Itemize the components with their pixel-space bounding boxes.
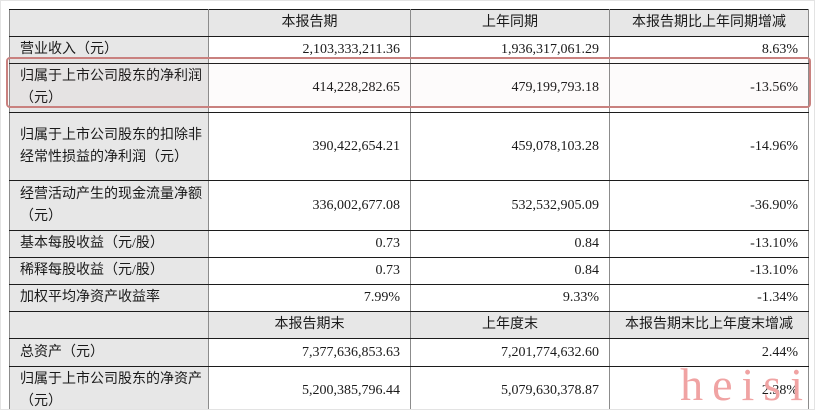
value-change: -13.10% — [609, 230, 809, 258]
value-current: 390,422,654.21 — [208, 112, 411, 181]
value-current: 2,103,333,211.36 — [208, 36, 411, 64]
table-row-net-profit: 归属于上市公司股东的净利润（元） 414,228,282.65 479,199,… — [9, 63, 809, 113]
row-label: 归属于上市公司股东的净资产（元） — [9, 366, 209, 409]
table-row-revenue: 营业收入（元） 2,103,333,211.36 1,936,317,061.2… — [9, 36, 809, 64]
value-prior: 0.84 — [410, 257, 610, 285]
row-label: 经营活动产生的现金流量净额（元） — [9, 180, 209, 231]
value-prior: 5,079,630,378.87 — [410, 366, 610, 409]
value-current: 7.99% — [208, 284, 411, 312]
value-change: -14.96% — [609, 112, 809, 181]
table-header-row-end-of-period: 本报告期末 上年度末 本报告期末比上年度末增减 — [9, 311, 809, 339]
value-prior: 7,201,774,632.60 — [410, 338, 610, 367]
financial-summary-table: 本报告期 上年同期 本报告期比上年同期增减 营业收入（元） 2,103,333,… — [9, 9, 809, 409]
column-header-period-change: 本报告期比上年同期增减 — [609, 9, 809, 37]
corner-cell — [9, 9, 209, 37]
table-row-net-profit-excl-nonrecurring: 归属于上市公司股东的扣除非经常性损益的净利润（元） 390,422,654.21… — [9, 112, 809, 181]
value-current: 414,228,282.65 — [208, 63, 411, 113]
corner-cell — [9, 311, 209, 339]
table-row-net-assets: 归属于上市公司股东的净资产（元） 5,200,385,796.44 5,079,… — [9, 366, 809, 409]
value-current: 336,002,677.08 — [208, 180, 411, 231]
value-prior: 0.84 — [410, 230, 610, 258]
value-prior: 1,936,317,061.29 — [410, 36, 610, 64]
value-change: 2.44% — [609, 338, 809, 367]
value-change: -1.34% — [609, 284, 809, 312]
row-label: 基本每股收益（元/股） — [9, 230, 209, 258]
column-header-prior-year-end: 上年度末 — [410, 311, 610, 339]
table-row-total-assets: 总资产（元） 7,377,636,853.63 7,201,774,632.60… — [9, 338, 809, 367]
value-current: 7,377,636,853.63 — [208, 338, 411, 367]
table-row-basic-eps: 基本每股收益（元/股） 0.73 0.84 -13.10% — [9, 230, 809, 258]
value-change: 2.38% — [609, 366, 809, 409]
row-label: 归属于上市公司股东的扣除非经常性损益的净利润（元） — [9, 112, 209, 181]
column-header-current-period: 本报告期 — [208, 9, 411, 37]
table-header-row-period: 本报告期 上年同期 本报告期比上年同期增减 — [9, 9, 809, 37]
value-change: -13.10% — [609, 257, 809, 285]
column-header-period-end-change: 本报告期末比上年度末增减 — [609, 311, 809, 339]
value-current: 0.73 — [208, 257, 411, 285]
row-label: 稀释每股收益（元/股） — [9, 257, 209, 285]
value-change: -36.90% — [609, 180, 809, 231]
value-prior: 9.33% — [410, 284, 610, 312]
row-label: 总资产（元） — [9, 338, 209, 367]
value-current: 0.73 — [208, 230, 411, 258]
value-prior: 459,078,103.28 — [410, 112, 610, 181]
row-label: 加权平均净资产收益率 — [9, 284, 209, 312]
column-header-prior-period: 上年同期 — [410, 9, 610, 37]
value-prior: 532,532,905.09 — [410, 180, 610, 231]
value-change: 8.63% — [609, 36, 809, 64]
row-label: 营业收入（元） — [9, 36, 209, 64]
value-current: 5,200,385,796.44 — [208, 366, 411, 409]
table-row-operating-cash-flow: 经营活动产生的现金流量净额（元） 336,002,677.08 532,532,… — [9, 180, 809, 231]
table-row-weighted-avg-roe: 加权平均净资产收益率 7.99% 9.33% -1.34% — [9, 284, 809, 312]
value-change: -13.56% — [609, 63, 809, 113]
column-header-current-period-end: 本报告期末 — [208, 311, 411, 339]
table-row-diluted-eps: 稀释每股收益（元/股） 0.73 0.84 -13.10% — [9, 257, 809, 285]
row-label: 归属于上市公司股东的净利润（元） — [9, 63, 209, 113]
value-prior: 479,199,793.18 — [410, 63, 610, 113]
